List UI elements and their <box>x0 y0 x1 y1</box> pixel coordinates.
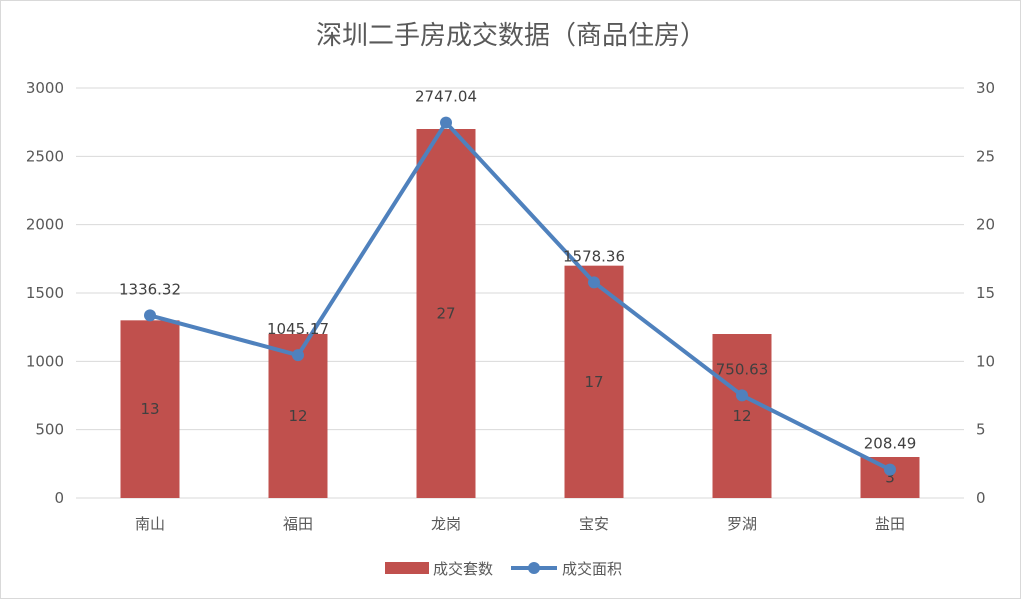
line-point <box>588 276 600 289</box>
legend-bar-swatch <box>385 562 429 574</box>
left-axis-ticks: 0 500 1000 1500 2000 2500 3000 <box>26 79 64 507</box>
bar-data-label: 27 <box>436 305 455 323</box>
legend: 成交套数 成交面积 <box>385 560 622 578</box>
line-data-label: 750.63 <box>716 360 769 378</box>
right-tick-label: 25 <box>976 147 995 165</box>
left-tick-label: 500 <box>35 421 64 439</box>
bar <box>268 334 328 498</box>
line-point <box>292 349 304 362</box>
line-data-label: 1336.32 <box>119 280 181 298</box>
right-tick-label: 10 <box>976 352 995 370</box>
category-axis-labels: 南山 福田 龙岗 宝安 罗湖 盐田 <box>135 515 905 533</box>
category-label: 福田 <box>283 515 313 533</box>
category-label: 南山 <box>135 515 165 533</box>
chart-title: 深圳二手房成交数据（商品住房） <box>316 21 706 51</box>
bar-data-label: 13 <box>140 400 159 418</box>
category-label: 龙岗 <box>431 515 461 533</box>
bar <box>120 320 180 498</box>
bar-data-label: 17 <box>584 373 603 391</box>
left-tick-label: 0 <box>54 489 64 507</box>
left-tick-label: 3000 <box>26 79 64 97</box>
legend-bar-label: 成交套数 <box>433 560 493 578</box>
left-tick-label: 2500 <box>26 147 64 165</box>
line-point <box>736 389 748 402</box>
left-tick-label: 2000 <box>26 216 64 234</box>
line-path <box>149 120 891 472</box>
line-data-label: 208.49 <box>864 435 917 453</box>
right-axis-ticks: 0 5 10 15 20 25 30 <box>976 79 995 507</box>
bar-series <box>120 129 920 498</box>
line-point <box>440 116 452 129</box>
line-point <box>884 463 896 476</box>
line-data-label: 2747.04 <box>415 88 477 106</box>
right-tick-label: 0 <box>976 489 986 507</box>
right-tick-label: 20 <box>976 216 995 234</box>
bar-data-label: 12 <box>288 407 307 425</box>
category-label: 罗湖 <box>727 515 757 533</box>
bar-data-label: 3 <box>885 469 895 487</box>
line-data-label: 1045.17 <box>267 320 329 338</box>
bar <box>712 334 772 498</box>
gridlines <box>76 87 964 499</box>
bar <box>564 265 624 498</box>
legend-line-marker <box>528 562 540 574</box>
line-data-label: 1578.36 <box>563 247 625 265</box>
category-label: 宝安 <box>579 515 609 533</box>
bar-data-labels: 13 12 27 17 12 3 <box>140 305 894 487</box>
category-label: 盐田 <box>875 515 905 533</box>
line-data-labels: 1336.32 1045.17 2747.04 1578.36 750.63 208.49 <box>119 88 916 453</box>
line-series <box>144 116 896 476</box>
left-tick-label: 1500 <box>26 284 64 302</box>
right-tick-label: 30 <box>976 79 995 97</box>
legend-line-label: 成交面积 <box>562 560 622 578</box>
line-point <box>144 309 156 322</box>
bar <box>416 129 476 498</box>
bar-data-label: 12 <box>732 407 751 425</box>
right-tick-label: 15 <box>976 284 995 302</box>
left-tick-label: 1000 <box>26 352 64 370</box>
right-tick-label: 5 <box>976 421 986 439</box>
